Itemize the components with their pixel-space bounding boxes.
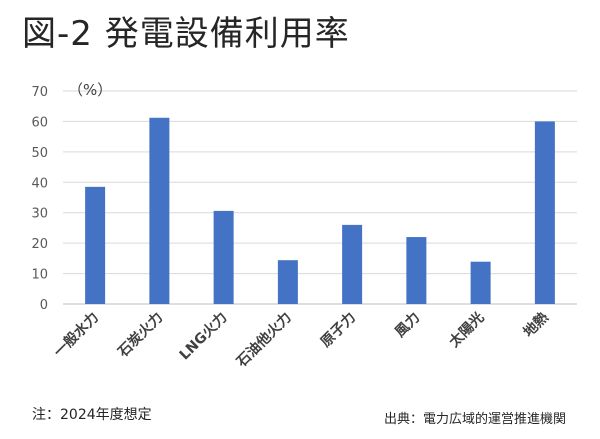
bar bbox=[213, 210, 234, 304]
y-tick-label: 50 bbox=[31, 146, 48, 161]
x-category-label: 風力 bbox=[391, 309, 423, 341]
y-axis-unit-label: （%） bbox=[68, 81, 112, 99]
bar bbox=[406, 237, 427, 304]
y-tick-label: 60 bbox=[31, 115, 48, 130]
y-tick-label: 0 bbox=[40, 298, 48, 313]
gridlines bbox=[63, 90, 577, 305]
bar bbox=[534, 121, 555, 304]
y-tick-label: 10 bbox=[31, 268, 48, 283]
bar bbox=[149, 117, 170, 304]
bars bbox=[85, 117, 555, 304]
y-axis-ticks: 0 10 20 30 40 50 60 70 bbox=[31, 85, 48, 313]
x-category-label: 一般水力 bbox=[50, 309, 102, 361]
bar bbox=[342, 224, 363, 304]
y-tick-label: 70 bbox=[31, 85, 48, 100]
x-category-label: 原子力 bbox=[317, 309, 359, 351]
x-category-label: LNG火力 bbox=[176, 309, 231, 364]
x-axis-labels: 一般水力 石炭火力 LNG火力 石油他火力 原子力 風力 太陽光 地熱 bbox=[50, 309, 551, 371]
bar bbox=[277, 260, 298, 304]
y-tick-label: 20 bbox=[31, 237, 48, 252]
x-category-label: 石油他火力 bbox=[232, 309, 294, 371]
bar bbox=[470, 261, 491, 304]
footnote: 注：2024年度想定 bbox=[32, 407, 152, 423]
x-category-label: 地熱 bbox=[520, 309, 552, 341]
bar bbox=[85, 186, 106, 304]
x-category-label: 石炭火力 bbox=[114, 309, 166, 361]
source-credit: 出典：電力広域的運営推進機関 bbox=[383, 412, 566, 427]
y-tick-label: 30 bbox=[31, 207, 48, 222]
x-category-label: 太陽光 bbox=[446, 309, 488, 351]
chart-title: 図-2 発電設備利用率 bbox=[22, 14, 350, 54]
y-tick-label: 40 bbox=[31, 176, 48, 191]
